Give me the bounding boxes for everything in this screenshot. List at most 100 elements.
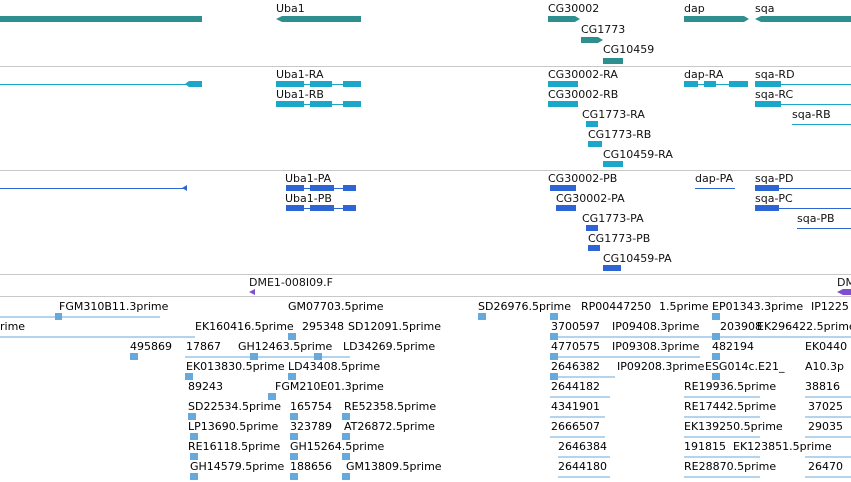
protein-label[interactable]: dap-PA [695,172,734,185]
transcript-exon[interactable] [729,81,748,87]
protein-label[interactable]: CG10459-PA [603,252,672,265]
transcript-label[interactable]: CG1773-RA [582,108,645,121]
est-label[interactable]: 1.5prime [659,300,709,313]
est-label[interactable]: EK013830.5prime [186,360,285,373]
transcript-label[interactable]: dap-RA [684,68,724,81]
protein-label[interactable]: CG1773-PB [588,232,651,245]
est-label[interactable]: EP01343.3prime [712,300,804,313]
transcript-exon[interactable] [310,81,332,87]
est-label[interactable]: GH14579.5prime [190,460,285,473]
est-label[interactable]: EK160416.5prime [195,320,294,333]
est-label[interactable]: GM13809.5prime [346,460,442,473]
transcript-exon[interactable] [603,161,623,167]
est-label[interactable]: 4770575 [551,340,600,353]
est-label[interactable]: AT26872.5prime [344,420,435,433]
protein-label[interactable]: CG30002-PB [548,172,618,185]
est-label[interactable]: IP09208.3prime [617,360,705,373]
est-label[interactable]: FGM310B11.3prime [59,300,169,313]
protein-label[interactable]: sqa-PB [797,212,835,225]
transcript-exon[interactable] [684,81,698,87]
est-label[interactable]: 203908 [720,320,762,333]
protein-exon[interactable] [182,185,187,191]
gene-label[interactable]: sqa [755,2,775,15]
est-label[interactable]: 38816 [805,380,840,393]
protein-exon[interactable] [586,225,598,231]
protein-exon[interactable] [588,245,600,251]
est-label[interactable]: 2644182 [551,380,600,393]
protein-label[interactable]: sqa-PD [755,172,794,185]
transcript-label[interactable]: CG1773-RB [588,128,652,141]
transcript-exon[interactable] [185,81,202,87]
transcript-label[interactable]: sqa-RB [792,108,831,121]
transcript-exon[interactable] [755,101,781,107]
est-label[interactable]: RE19936.5prime [684,380,777,393]
est-label[interactable]: RE52358.5prime [344,400,437,413]
transcript-exon[interactable] [310,101,332,107]
transcript-exon[interactable] [343,81,361,87]
est-label[interactable]: 26470 [808,460,843,473]
clone-end-marker[interactable] [837,289,851,295]
est-label[interactable]: IP09408.3prime [612,320,700,333]
gene-feature[interactable] [603,58,623,64]
protein-exon[interactable] [343,205,356,211]
transcript-label[interactable]: CG30002-RB [548,88,619,101]
protein-label[interactable]: Uba1-PA [285,172,332,185]
clone-label[interactable]: DME [837,276,851,289]
transcript-exon[interactable] [276,101,304,107]
est-label[interactable]: 89243 [188,380,223,393]
protein-exon[interactable] [343,185,356,191]
protein-label[interactable]: sqa-PC [755,192,793,205]
gene-feature[interactable] [755,16,851,22]
est-label[interactable]: 29035 [808,420,843,433]
transcript-label[interactable]: sqa-RC [755,88,794,101]
est-label[interactable]: A10.3p [805,360,844,373]
gene-label[interactable]: Uba1 [276,2,305,15]
transcript-exon[interactable] [755,81,781,87]
est-label[interactable]: GH15264.5prime [290,440,385,453]
protein-label[interactable]: CG30002-PA [556,192,625,205]
est-label[interactable]: 2646382 [551,360,600,373]
protein-exon[interactable] [603,265,621,271]
est-label[interactable]: 2644180 [558,460,607,473]
protein-label[interactable]: Uba1-PB [285,192,332,205]
protein-label[interactable]: CG1773-PA [582,212,644,225]
est-label[interactable]: 4341901 [551,400,600,413]
gene-label[interactable]: CG30002 [548,2,600,15]
protein-exon[interactable] [755,185,779,191]
transcript-exon[interactable] [548,81,578,87]
est-label[interactable]: GH12463.5prime [238,340,333,353]
est-label[interactable]: IP1225 [811,300,849,313]
est-label[interactable]: SD22534.5prime [188,400,281,413]
protein-exon[interactable] [550,185,576,191]
transcript-exon[interactable] [276,81,304,87]
est-label[interactable]: SD12091.5prime [348,320,441,333]
transcript-label[interactable]: Uba1-RB [276,88,324,101]
gene-feature[interactable] [0,16,202,22]
est-label[interactable]: 2646384 [558,440,607,453]
gene-feature[interactable] [581,37,603,43]
est-label[interactable]: LP13690.5prime [188,420,279,433]
transcript-label[interactable]: sqa-RD [755,68,795,81]
gene-label[interactable]: CG10459 [603,43,655,56]
clone-end-marker[interactable] [249,289,255,295]
est-label[interactable]: ESG014c.E21_ [705,360,785,373]
est-label[interactable]: RE17442.5prime [684,400,777,413]
gene-feature[interactable] [276,16,361,22]
est-label[interactable]: RE28870.5prime [684,460,777,473]
est-label[interactable]: EK139250.5prime [684,420,783,433]
transcript-label[interactable]: Uba1-RA [276,68,324,81]
est-label[interactable]: EK0440 [805,340,848,353]
est-label[interactable]: EK123851.5prime [733,440,832,453]
est-label[interactable]: EK296422.5prime [757,320,851,333]
est-label[interactable]: SD26976.5prime [478,300,571,313]
transcript-label[interactable]: CG10459-RA [603,148,673,161]
protein-exon[interactable] [310,205,334,211]
est-label[interactable]: 3700597 [551,320,600,333]
est-label[interactable]: LD34269.5prime [343,340,436,353]
est-label[interactable]: 495869 [130,340,172,353]
gene-label[interactable]: dap [684,2,705,15]
est-label[interactable]: rime [0,320,26,333]
protein-exon[interactable] [556,205,576,211]
transcript-exon[interactable] [343,101,361,107]
gene-label[interactable]: CG1773 [581,23,626,36]
